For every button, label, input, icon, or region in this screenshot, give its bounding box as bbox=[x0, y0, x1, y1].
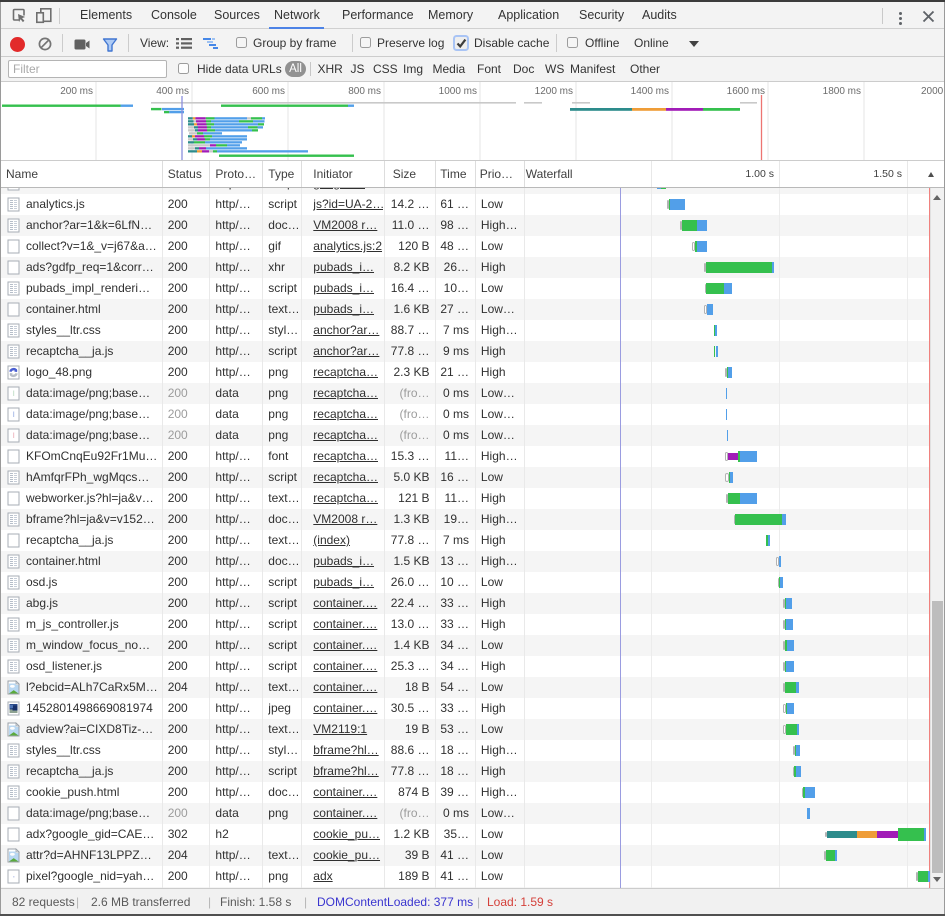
svg-text:800 ms: 800 ms bbox=[348, 86, 381, 97]
svg-text:1400 ms: 1400 ms bbox=[631, 86, 669, 97]
svg-text:2000: 2000 bbox=[921, 86, 944, 97]
svg-text:200 ms: 200 ms bbox=[60, 86, 93, 97]
svg-text:1600 ms: 1600 ms bbox=[727, 86, 765, 97]
svg-text:1800 ms: 1800 ms bbox=[823, 86, 861, 97]
svg-text:1200 ms: 1200 ms bbox=[535, 86, 573, 97]
svg-text:1000 ms: 1000 ms bbox=[439, 86, 477, 97]
svg-text:400 ms: 400 ms bbox=[156, 86, 189, 97]
svg-text:600 ms: 600 ms bbox=[252, 86, 285, 97]
